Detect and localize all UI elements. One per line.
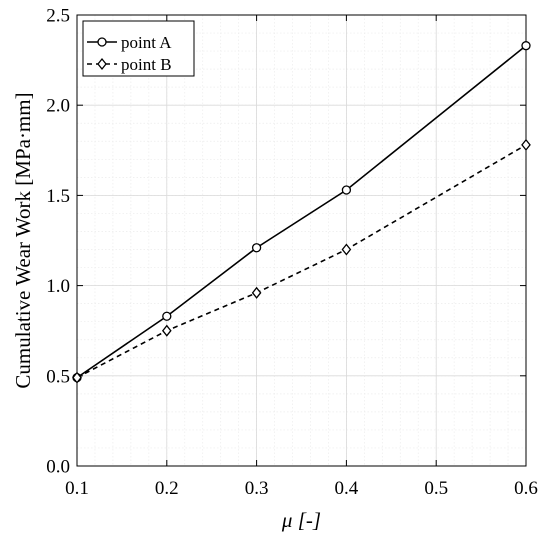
x-tick-labels: 0.1 0.2 0.3 0.4 0.5 0.6 [65,478,538,499]
axis-ticks [76,14,527,467]
x-tick-label: 0.5 [424,478,448,499]
series-line-point-a [76,45,527,379]
data-point-point-a [162,311,172,321]
series-layer [72,41,531,384]
series-line-point-b [76,144,527,379]
y-tick-label: 1.0 [46,276,70,297]
legend-label-point-b: point B [121,55,172,74]
y-axis-label: Cumulative Wear Work [MPa·mm] [11,92,35,388]
x-tick-label: 0.3 [245,478,269,499]
x-tick-label: 0.1 [65,478,89,499]
data-point-point-b [341,243,352,256]
major-grid [76,14,527,467]
x-tick-label: 0.4 [335,478,359,499]
series-point-b [72,138,531,384]
data-point-point-b [161,324,172,337]
x-tick-label: 0.6 [514,478,538,499]
y-tick-label: 0.0 [46,457,70,478]
y-tick-labels: 0.0 0.5 1.0 1.5 2.0 2.5 [46,6,70,478]
data-point-point-b [521,138,531,151]
legend-marker-point-a [97,37,107,47]
y-tick-label: 1.5 [46,186,70,207]
data-point-point-a [341,185,352,195]
legend-marker-point-b [97,57,107,71]
legend: point A point B [82,20,195,77]
data-point-point-b [251,286,262,299]
y-tick-label: 2.5 [46,6,70,27]
x-axis-label: μ [-] [281,508,321,532]
data-point-point-b [72,371,82,384]
minor-grid [76,14,527,467]
legend-label-point-a: point A [121,33,172,52]
plot-frame [76,14,527,467]
y-tick-label: 2.0 [46,96,70,117]
x-tick-label: 0.2 [155,478,179,499]
series-point-a [72,41,531,383]
legend-entry-point-b: point B [87,55,172,74]
data-point-point-a [521,41,531,51]
data-point-point-a [251,243,262,253]
y-tick-label: 0.5 [46,366,70,387]
legend-entry-point-a: point A [87,33,172,52]
